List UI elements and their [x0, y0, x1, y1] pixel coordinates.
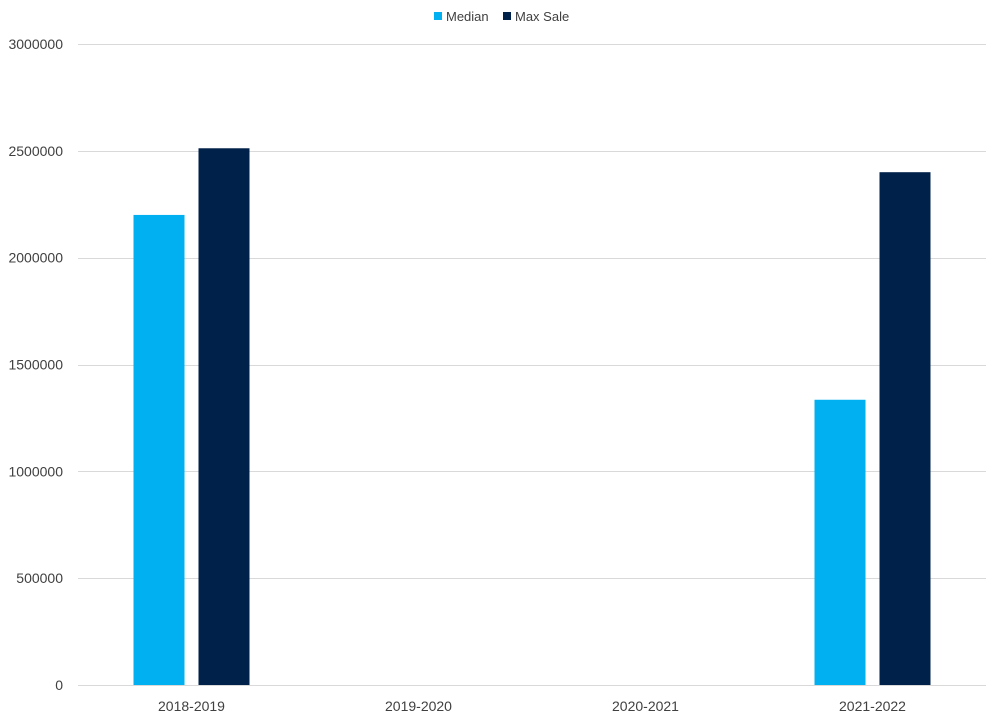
legend-swatch-median	[434, 12, 442, 20]
y-tick-label: 2500000	[8, 143, 63, 159]
x-tick-label: 2019-2020	[385, 698, 452, 714]
bar-max-sale-2021-2022	[879, 172, 931, 685]
x-axis: 2018-2019 2019-2020 2020-2021 2021-2022	[158, 698, 906, 714]
y-tick-label: 1500000	[8, 357, 63, 373]
legend-label-max-sale: Max Sale	[515, 9, 569, 24]
bar-max-sale-2018-2019	[198, 148, 250, 685]
y-tick-label: 0	[55, 677, 63, 693]
legend-swatch-max-sale	[503, 12, 511, 20]
x-tick-label: 2020-2021	[612, 698, 679, 714]
y-tick-label: 3000000	[8, 36, 63, 52]
y-tick-label: 1000000	[8, 463, 63, 479]
y-axis: 0 500000 1000000 1500000 2000000 2500000 30000…	[8, 36, 63, 693]
legend: Median Max Sale	[434, 9, 569, 24]
x-tick-label: 2021-2022	[839, 698, 906, 714]
y-tick-label: 500000	[16, 570, 63, 586]
y-tick-label: 2000000	[8, 250, 63, 266]
legend-label-median: Median	[446, 9, 489, 24]
bar-median-2021-2022	[814, 399, 866, 685]
x-tick-label: 2018-2019	[158, 698, 225, 714]
bars	[133, 148, 931, 685]
bar-median-2018-2019	[133, 214, 185, 685]
